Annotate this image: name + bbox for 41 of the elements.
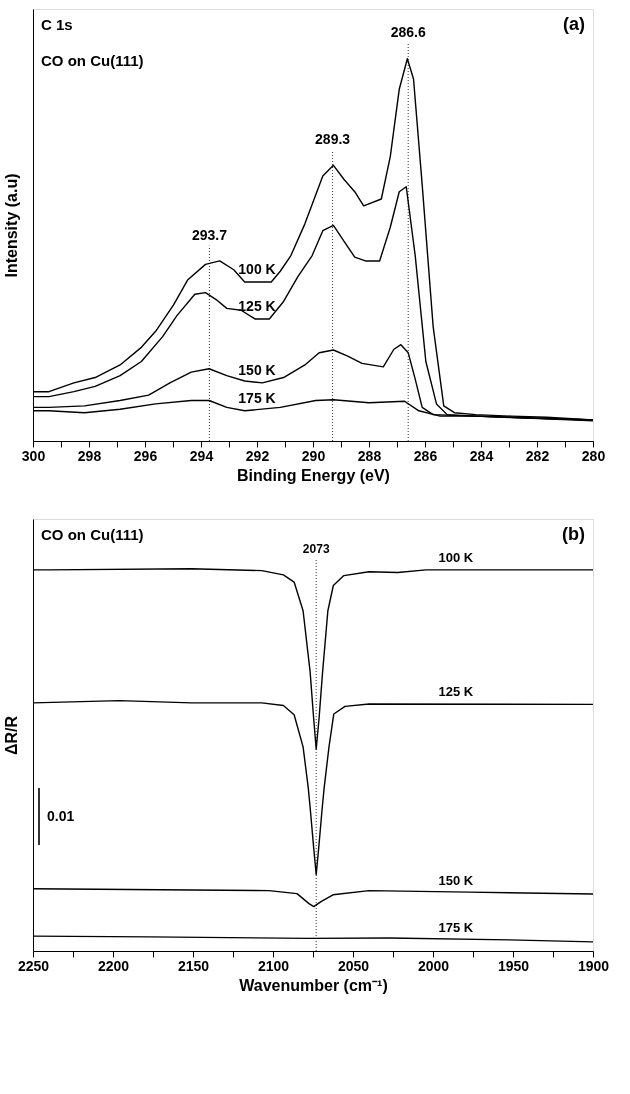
x-tick-label: 282 — [525, 447, 550, 464]
x-tick-label: 290 — [301, 447, 326, 464]
x-tick-label: 280 — [581, 447, 606, 464]
ref-line-label: 286.6 — [390, 24, 426, 41]
x-tick-label: 1950 — [497, 957, 530, 974]
ref-line-label: 293.7 — [191, 226, 228, 243]
x-tick-label: 2100 — [257, 957, 290, 974]
x-axis-title: Binding Energy (eV) — [237, 466, 390, 484]
x-tick-label: 294 — [189, 447, 214, 464]
ref-line-label: 2073 — [302, 542, 330, 557]
text: (b) — [562, 524, 585, 544]
x-axis-title: Wavenumber (cm⁻¹) — [239, 976, 388, 994]
y-axis-title: Intensity (a.u) — [2, 173, 20, 278]
annotation: CO on Cu(111) — [41, 52, 144, 69]
x-tick-label: 286 — [413, 447, 438, 464]
x-tick-label: 298 — [77, 447, 102, 464]
ref-line-label: 289.3 — [315, 131, 351, 148]
series-label: 100 K — [238, 261, 276, 278]
x-tick-label: 292 — [245, 447, 270, 464]
series-label: 150 K — [438, 872, 474, 888]
x-tick-label: 296 — [133, 447, 158, 464]
series-label: 175 K — [438, 920, 474, 936]
series-label: 175 K — [238, 390, 276, 407]
series-label: 125 K — [438, 684, 474, 700]
x-tick-label: 2250 — [17, 957, 50, 974]
x-tick-label: 2150 — [177, 957, 210, 974]
text: (a) — [563, 14, 585, 34]
series-label: 150 K — [238, 362, 276, 379]
series-label: 100 K — [438, 550, 474, 566]
x-tick-label: 300 — [21, 447, 46, 464]
x-tick-label: 2200 — [97, 957, 130, 974]
y-axis-title: ΔR/R — [2, 715, 20, 756]
x-tick-label: 288 — [357, 447, 382, 464]
x-tick-label: 284 — [469, 447, 494, 464]
text: C 1s — [41, 16, 73, 33]
x-tick-label: 2050 — [337, 957, 370, 974]
x-tick-label: 2000 — [417, 957, 450, 974]
annotation: 0.01 — [47, 808, 75, 825]
series-label: 125 K — [238, 298, 276, 315]
x-tick-label: 1900 — [577, 957, 610, 974]
text: CO on Cu(111) — [41, 526, 144, 543]
